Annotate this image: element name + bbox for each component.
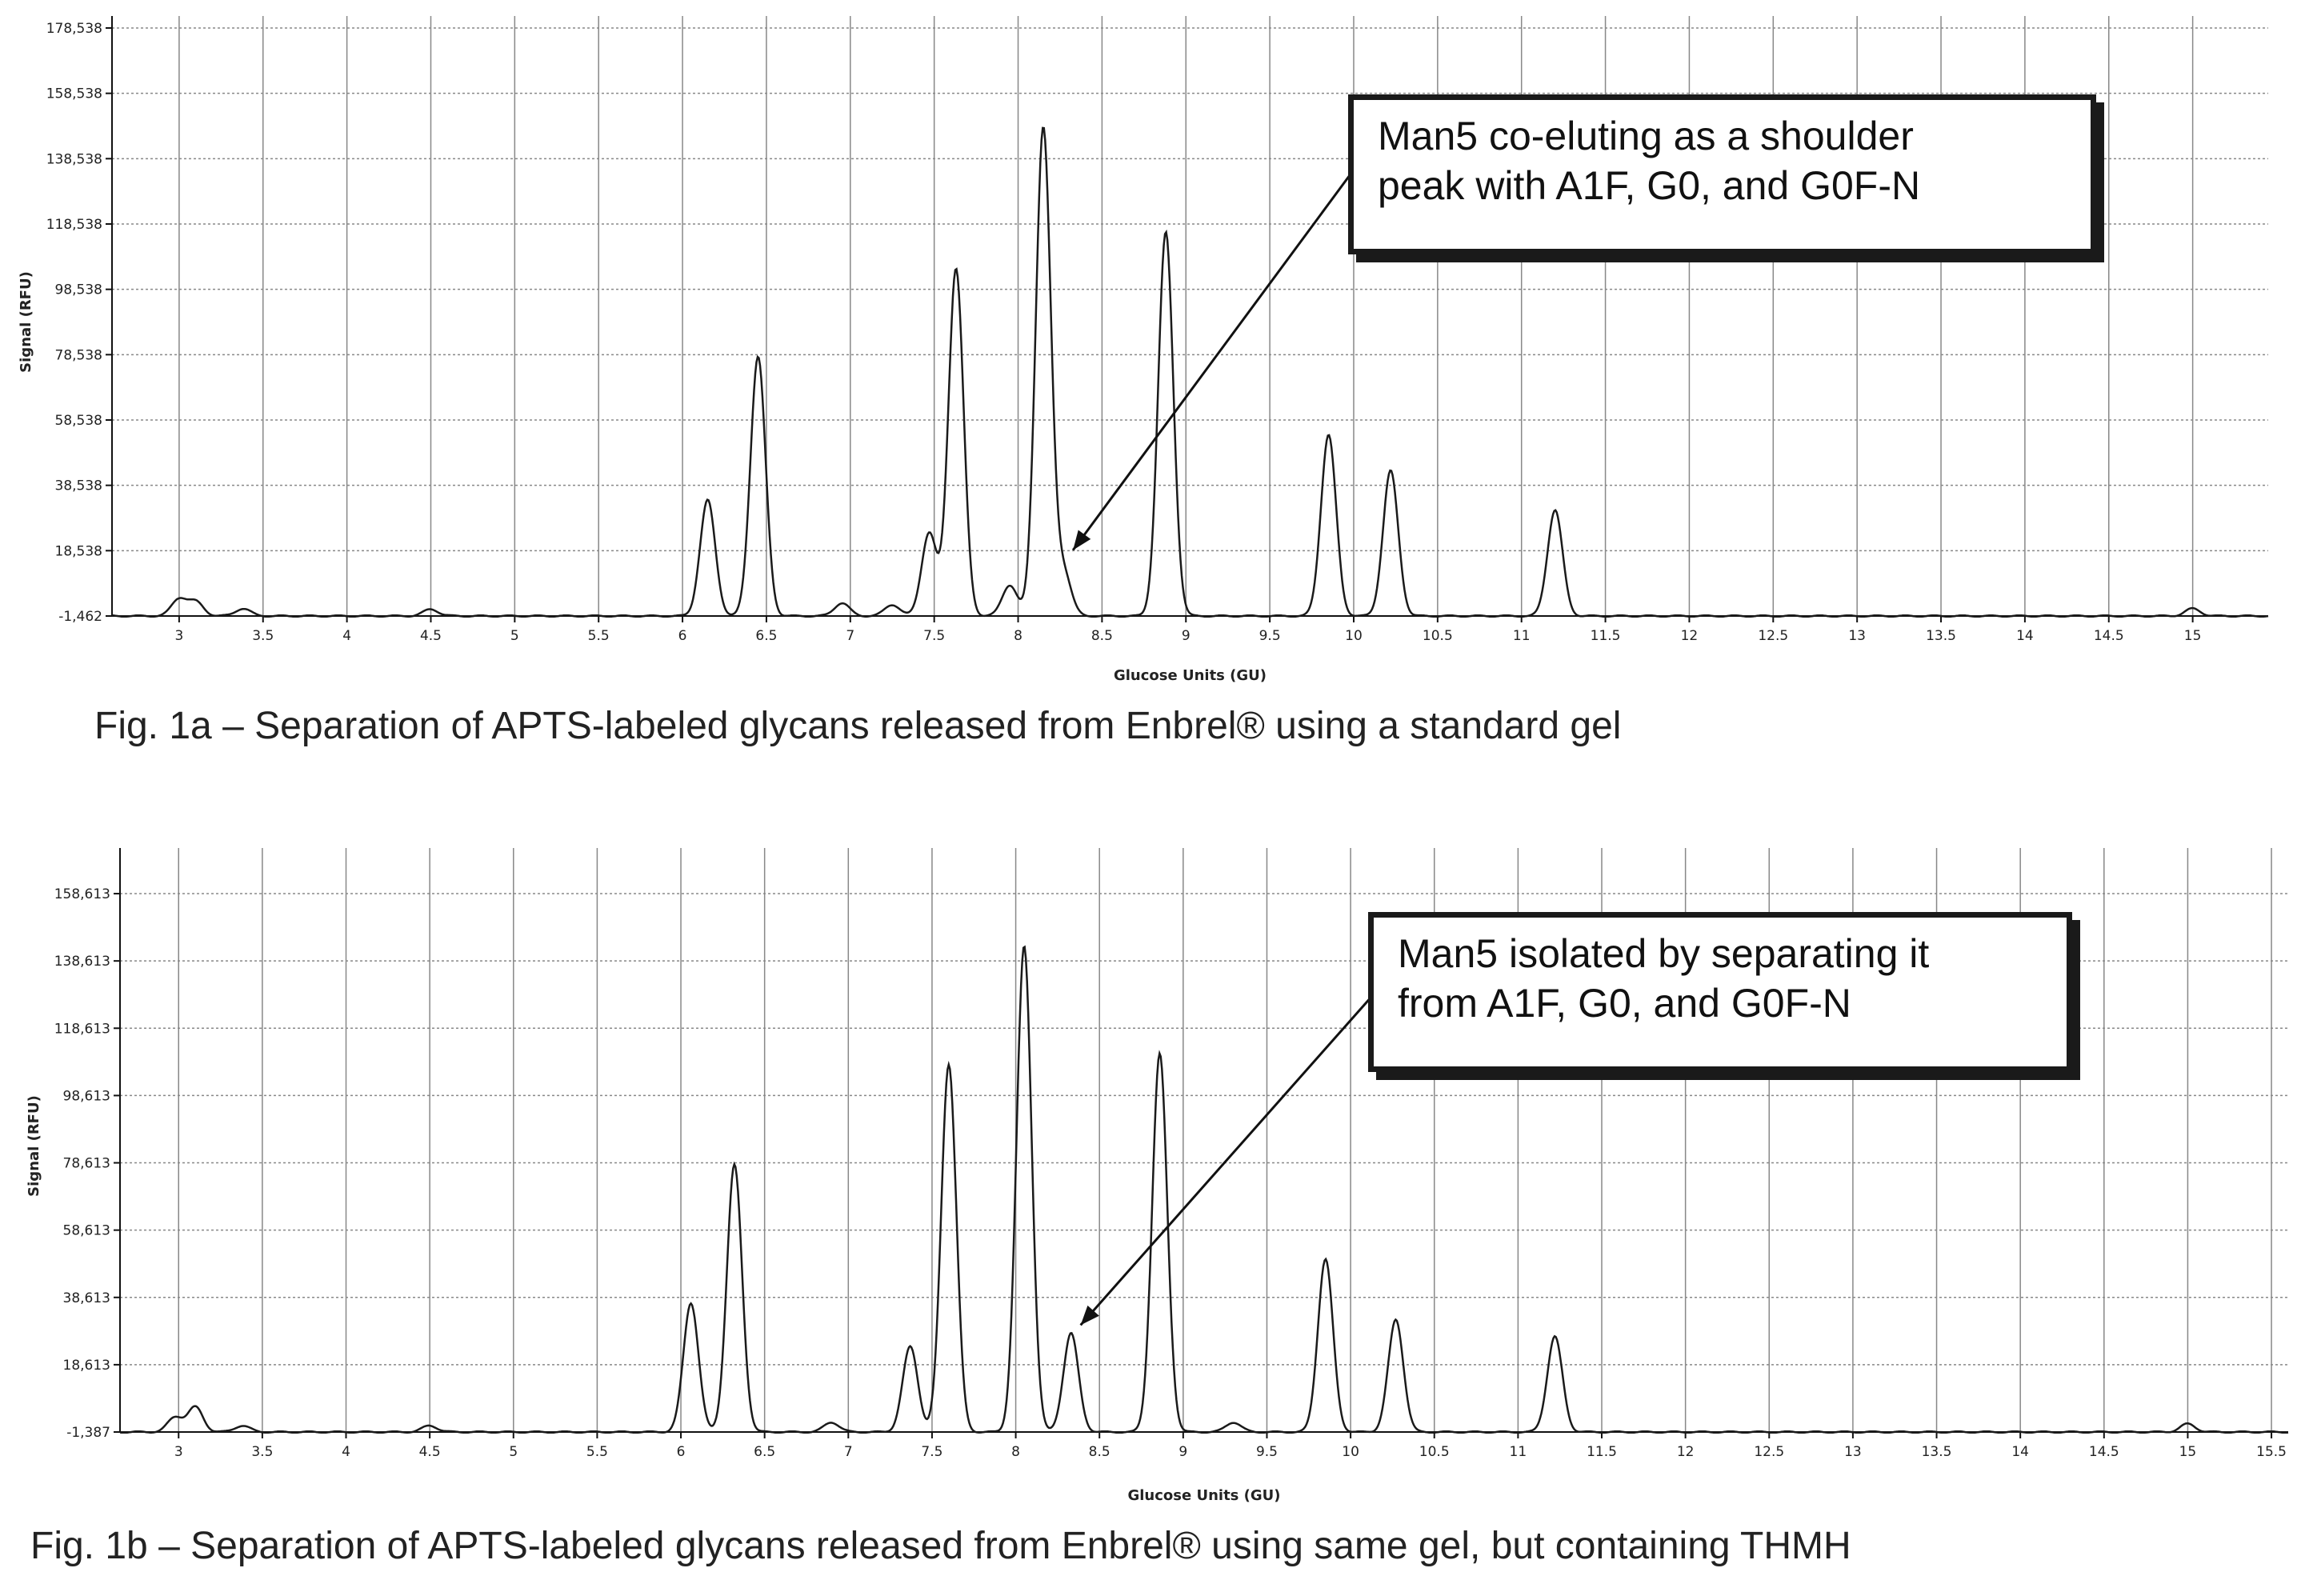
x-tick-label: 6.5 xyxy=(755,628,777,644)
chart-1b: -1,387 18,613 38,613 58,613 78,613 98,613 118,… xyxy=(26,848,2289,1504)
annotation-box-1b: Man5 isolated by separating it from A1F,… xyxy=(1368,912,2072,1072)
x-tick-label: 15.5 xyxy=(2256,1444,2287,1460)
x-tick-label: 12 xyxy=(1681,628,1699,644)
x-tick-label: 4.5 xyxy=(420,628,442,644)
x-tick-label: 3.5 xyxy=(252,628,274,644)
y-tick-label: 78,538 xyxy=(55,347,102,363)
x-tick-label: 11 xyxy=(1513,628,1531,644)
grid xyxy=(120,848,2288,1433)
x-tick-label: 13 xyxy=(1844,1444,1862,1460)
y-tick-label: 38,538 xyxy=(55,478,102,494)
signal-trace xyxy=(119,945,2289,1434)
x-tick-label: 7 xyxy=(844,1444,853,1460)
y-tick-label: 38,613 xyxy=(63,1290,110,1306)
x-tick-label: 6 xyxy=(678,628,687,644)
x-tick-label: 5.5 xyxy=(586,1444,608,1460)
x-tick-label: 13 xyxy=(1848,628,1866,644)
x-tick-label: 10.5 xyxy=(1419,1444,1450,1460)
annotation-line: Man5 co-eluting as a shoulder xyxy=(1378,114,1914,158)
x-tick-label: 13.5 xyxy=(1926,628,1956,644)
y-tick-label: 98,613 xyxy=(63,1088,110,1104)
x-tick-label: 3.5 xyxy=(251,1444,273,1460)
x-tick-label: 5 xyxy=(509,1444,518,1460)
x-tick-label: 8.5 xyxy=(1091,628,1113,644)
y-tick-label: 118,538 xyxy=(46,217,102,233)
x-tick-label: 8.5 xyxy=(1089,1444,1110,1460)
x-tick-label: 12.5 xyxy=(1754,1444,1784,1460)
x-tick-label: 14 xyxy=(2011,1444,2029,1460)
x-tick-label: 4 xyxy=(342,1444,350,1460)
y-tick-label: 78,613 xyxy=(63,1156,110,1172)
x-tick-label: 14.5 xyxy=(2089,1444,2119,1460)
annotation-arrowhead xyxy=(1073,530,1091,550)
x-tick-label: 14.5 xyxy=(2094,628,2124,644)
y-tick-label: 158,538 xyxy=(46,86,102,102)
annotation-arrow xyxy=(1071,171,1354,551)
x-tick-label: 9 xyxy=(1182,628,1191,644)
y-tick-label: 58,613 xyxy=(63,1223,110,1239)
x-tick-label: 7.5 xyxy=(921,1444,942,1460)
x-tick-label: 3 xyxy=(174,1444,183,1460)
x-tick-label: 11.5 xyxy=(1591,628,1621,644)
annotation-box-1a: Man5 co-eluting as a shoulder peak with … xyxy=(1348,94,2096,254)
y-tick-label: 138,613 xyxy=(54,954,110,970)
x-tick-label: 8 xyxy=(1011,1444,1020,1460)
x-tick-label: 13.5 xyxy=(1922,1444,1952,1460)
y-tick-label: 98,538 xyxy=(55,282,102,298)
x-tick-label: 7 xyxy=(846,628,854,644)
y-tick-label: 178,538 xyxy=(46,21,102,37)
y-axis-title: Signal (RFU) xyxy=(18,271,34,373)
annotation-line: Man5 isolated by separating it xyxy=(1398,931,1930,976)
x-tick-label: 14 xyxy=(2016,628,2034,644)
annotation-arrowhead xyxy=(1080,1305,1099,1326)
x-tick-label: 4 xyxy=(342,628,351,644)
x-axis-title: Glucose Units (GU) xyxy=(1127,1487,1280,1504)
x-tick-label: 12.5 xyxy=(1758,628,1788,644)
y-tick-label: 158,613 xyxy=(54,886,110,902)
x-tick-label: 7.5 xyxy=(923,628,945,644)
signal-trace xyxy=(111,126,2269,618)
y-tick-label: 18,613 xyxy=(63,1358,110,1374)
figure-caption-1a: Fig. 1a – Separation of APTS-labeled gly… xyxy=(94,705,1622,747)
x-tick-label: 10 xyxy=(1345,628,1363,644)
x-tick-label: 11 xyxy=(1510,1444,1527,1460)
x-tick-label: 15 xyxy=(2184,628,2202,644)
y-tick-label: 58,538 xyxy=(55,413,102,429)
y-tick-label: -1,462 xyxy=(58,609,102,625)
x-tick-label: 8 xyxy=(1014,628,1022,644)
x-tick-label: 5 xyxy=(510,628,519,644)
x-tick-label: 3 xyxy=(174,628,183,644)
x-tick-label: 9.5 xyxy=(1259,628,1281,644)
x-tick-label: 9.5 xyxy=(1256,1444,1278,1460)
x-tick-label: 10.5 xyxy=(1423,628,1453,644)
x-tick-label: 4.5 xyxy=(419,1444,441,1460)
x-tick-label: 12 xyxy=(1677,1444,1695,1460)
y-tick-label: 18,538 xyxy=(55,543,102,559)
x-tick-label: 6 xyxy=(677,1444,686,1460)
x-axis-title: Glucose Units (GU) xyxy=(1114,667,1267,684)
annotation-line: from A1F, G0, and G0F-N xyxy=(1398,981,1851,1026)
x-tick-label: 9 xyxy=(1179,1444,1187,1460)
figure-caption-1b: Fig. 1b – Separation of APTS-labeled gly… xyxy=(30,1525,1851,1567)
x-tick-label: 10 xyxy=(1342,1444,1359,1460)
x-tick-label: 5.5 xyxy=(588,628,610,644)
y-tick-label: 138,538 xyxy=(46,151,102,167)
chart-panel-1b: -1,387 18,613 38,613 58,613 78,613 98,613 118,… xyxy=(0,816,2317,1520)
x-tick-label: 15 xyxy=(2179,1444,2197,1460)
y-axis-title: Signal (RFU) xyxy=(26,1095,42,1197)
x-tick-label: 6.5 xyxy=(754,1444,775,1460)
y-tick-label: -1,387 xyxy=(66,1425,110,1441)
annotation-arrow xyxy=(1079,995,1374,1326)
x-tick-label: 11.5 xyxy=(1587,1444,1617,1460)
annotation-line: peak with A1F, G0, and G0F-N xyxy=(1378,163,1921,208)
y-tick-label: 118,613 xyxy=(54,1021,110,1037)
